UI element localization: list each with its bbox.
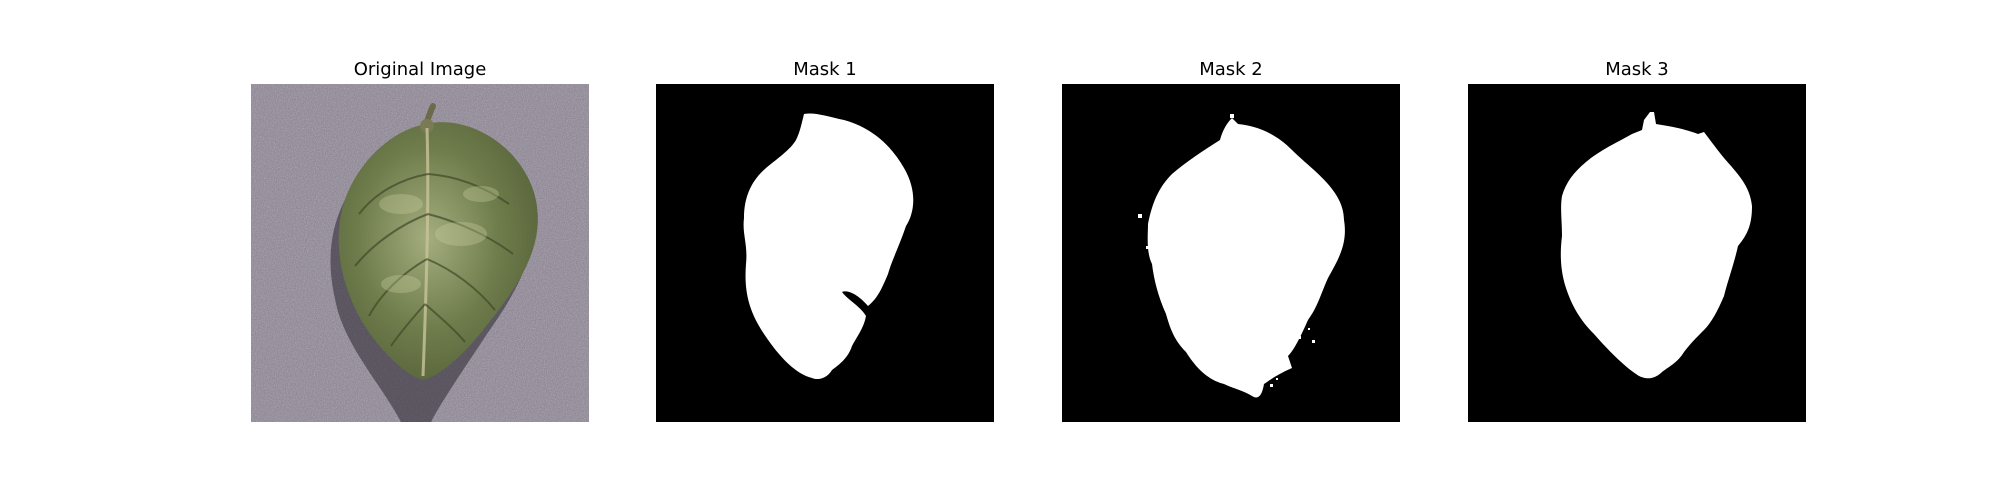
mask-3-shape	[1560, 112, 1752, 379]
leaf-image	[338, 122, 538, 381]
mask-1-image	[656, 84, 994, 422]
panel-mask-1: Mask 1	[656, 56, 994, 422]
panel-mask-3: Mask 3	[1468, 56, 1806, 422]
leaf-veins	[354, 173, 514, 347]
panel-original: Original Image	[251, 56, 589, 422]
mask-1-shape	[743, 113, 914, 380]
panel-title: Mask 1	[793, 59, 857, 80]
mask-2-shape	[1147, 118, 1345, 398]
mask-3-image	[1468, 84, 1806, 422]
panel-mask-2: Mask 2	[1062, 56, 1400, 422]
panel-title: Mask 3	[1605, 59, 1669, 80]
leaf-midrib	[421, 127, 430, 377]
original-image	[251, 84, 589, 422]
panel-title: Original Image	[353, 59, 487, 80]
panel-title: Mask 2	[1199, 59, 1263, 80]
mask-2-image	[1062, 84, 1400, 422]
